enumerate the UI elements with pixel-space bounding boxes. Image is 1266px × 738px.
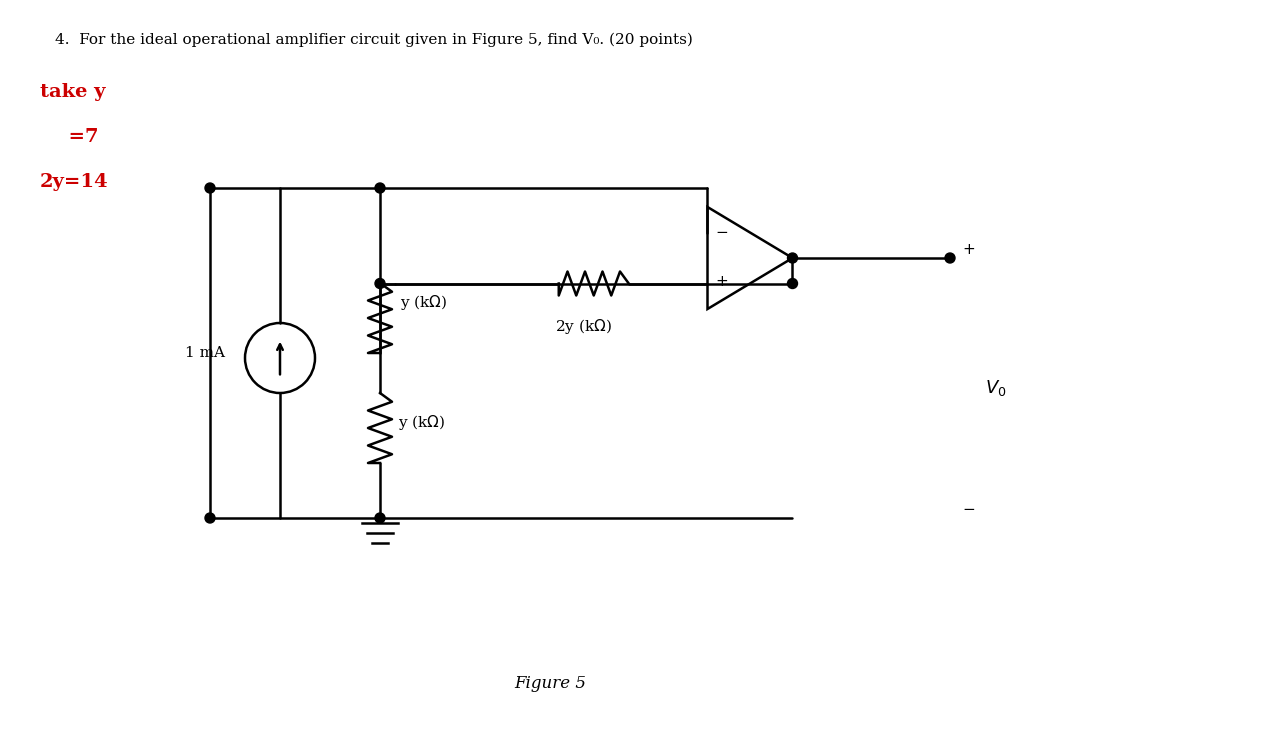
Text: =7: =7 [54,128,99,146]
Circle shape [375,183,385,193]
Text: y (k$\Omega$): y (k$\Omega$) [398,413,446,432]
Circle shape [787,253,798,263]
Circle shape [787,278,798,289]
Text: $+$: $+$ [715,274,729,289]
Circle shape [375,513,385,523]
Text: $-$: $-$ [715,223,729,238]
Circle shape [944,253,955,263]
Circle shape [375,278,385,289]
Text: Figure 5: Figure 5 [514,675,586,692]
Text: 2y=14: 2y=14 [41,173,109,191]
Text: 1 mA: 1 mA [185,346,225,360]
Text: $V_0$: $V_0$ [985,378,1006,398]
Text: take y: take y [41,83,105,101]
Text: 2y (k$\Omega$): 2y (k$\Omega$) [556,317,613,336]
Text: y (k$\Omega$): y (k$\Omega$) [400,294,447,312]
Text: 4.  For the ideal operational amplifier circuit given in Figure 5, find V₀. (20 : 4. For the ideal operational amplifier c… [54,33,693,47]
Text: $-$: $-$ [962,500,975,516]
Circle shape [205,513,215,523]
Circle shape [205,183,215,193]
Text: +: + [962,243,975,258]
